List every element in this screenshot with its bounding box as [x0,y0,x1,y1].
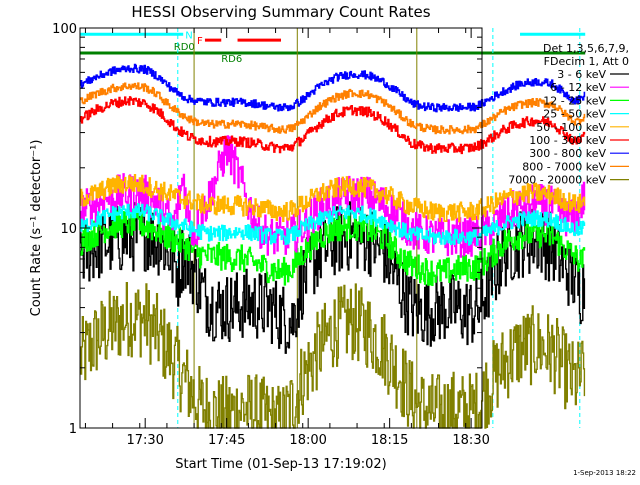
y-tick-label: 10 [60,222,77,237]
legend-header: Det 1,3,5,6,7,9, [543,42,629,55]
x-tick-label: 18:00 [289,433,326,448]
x-tick-label: 17:30 [126,433,163,448]
flag-label: RD6 [221,54,242,65]
flag-label: N [185,30,192,41]
y-axis-label: Count Rate (s⁻¹ detector⁻¹) [29,140,44,317]
chart-title: HESSI Observing Summary Count Rates [131,3,430,21]
x-axis-label: Start Time (01-Sep-13 17:19:02) [175,457,386,472]
series-line [80,209,586,286]
series-line [80,282,586,429]
series-line [80,201,586,354]
legend-entry: 25 - 50 keV [543,108,606,121]
legend-entry: 50 - 100 keV [536,121,606,134]
legend-entry: 300 - 800 keV [529,147,606,160]
legend-entry: 3 - 6 keV [557,68,606,81]
legend-header: FDecim 1, Att 0 [544,55,629,68]
legend-entry: 6 - 12 keV [550,81,606,94]
series-line [80,82,586,135]
x-tick-label: 17:45 [208,433,245,448]
legend-entry: 12 - 25 keV [543,94,606,107]
legend-entry: 100 - 300 keV [529,134,606,147]
flag-label: RD0 [174,42,195,53]
y-tick-label: 100 [52,22,77,37]
y-tick-label: 1 [69,422,77,437]
x-tick-label: 18:30 [452,433,489,448]
series-line [80,203,586,246]
flag-label: F [197,36,203,47]
series-line [80,63,586,113]
x-tick-label: 18:15 [371,433,408,448]
series-line [80,174,586,223]
legend-entry: 7000 - 20000 keV [508,174,606,187]
series-line [80,96,586,155]
series-layer [80,63,586,429]
legend: Det 1,3,5,6,7,9,FDecim 1, Att 03 - 6 keV… [508,42,629,187]
tick-layer: 17:30 17:45 18:00 18:15 18:30 100 10 1 [52,22,490,448]
footer-timestamp: 1-Sep-2013 18:22 [573,469,636,477]
legend-entry: 800 - 7000 keV [522,160,606,173]
